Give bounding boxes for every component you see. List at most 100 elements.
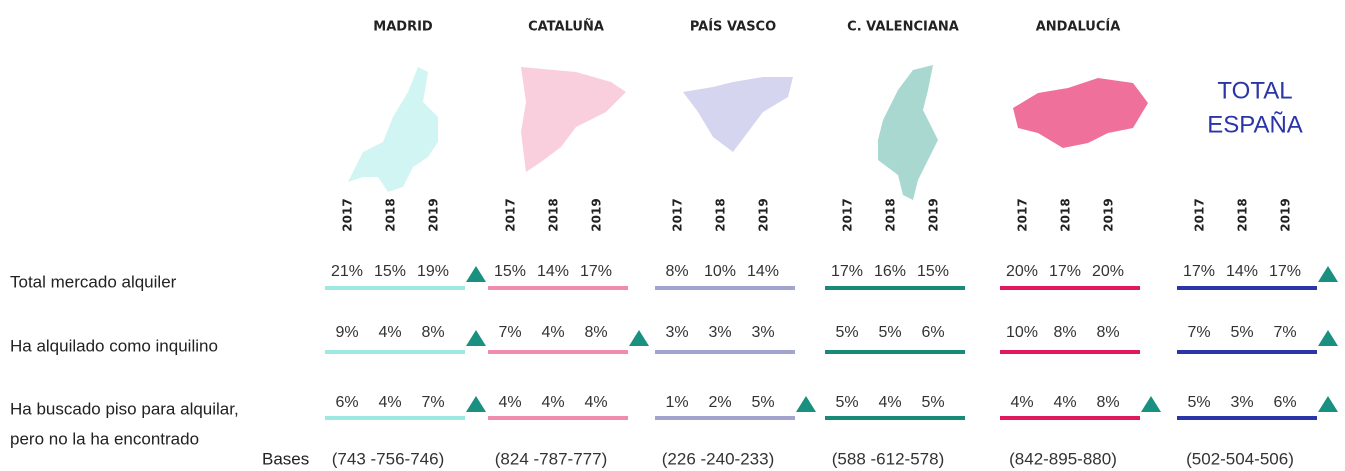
value: 1%	[665, 394, 688, 411]
value: 5%	[1187, 394, 1210, 411]
value: 3%	[665, 324, 688, 341]
underline	[325, 416, 465, 420]
value: 8%	[1053, 324, 1076, 341]
up-arrow	[796, 396, 816, 412]
value: 17%	[1269, 263, 1301, 280]
region-map	[521, 67, 626, 172]
value: 21%	[331, 263, 363, 280]
row-label: pero no la ha encontrado	[10, 429, 199, 448]
region-map	[878, 65, 938, 200]
value: 8%	[665, 263, 688, 280]
underline	[1000, 350, 1140, 354]
value: 20%	[1092, 263, 1124, 280]
year-label: 2017	[841, 198, 855, 231]
value: 5%	[835, 394, 858, 411]
value: 8%	[1096, 394, 1119, 411]
value: 4%	[541, 394, 564, 411]
underline	[1177, 350, 1317, 354]
up-arrow	[629, 330, 649, 346]
region-name: ANDALUCÍA	[1036, 19, 1121, 35]
row-label: Total mercado alquiler	[10, 272, 177, 291]
value: 6%	[921, 324, 944, 341]
underline	[325, 286, 465, 290]
year-label: 2017	[1016, 198, 1030, 231]
year-label: 2019	[1102, 198, 1116, 231]
underline	[488, 416, 628, 420]
year-label: 2017	[341, 198, 355, 231]
underline	[1000, 286, 1140, 290]
value: 2%	[708, 394, 731, 411]
year-label: 2018	[884, 198, 898, 231]
year-label: 2019	[427, 198, 441, 231]
value: 4%	[878, 394, 901, 411]
region-name: PAÍS VASCO	[690, 19, 776, 35]
value: 14%	[747, 263, 779, 280]
value: 15%	[494, 263, 526, 280]
value: 15%	[917, 263, 949, 280]
value: 7%	[498, 324, 521, 341]
value: 19%	[417, 263, 449, 280]
year-label: 2019	[927, 198, 941, 231]
value: 15%	[374, 263, 406, 280]
value: 5%	[751, 394, 774, 411]
value: 5%	[835, 324, 858, 341]
row-label: Ha buscado piso para alquilar,	[10, 399, 239, 418]
value: 9%	[335, 324, 358, 341]
value: 5%	[921, 394, 944, 411]
up-arrow	[466, 396, 486, 412]
value: 10%	[704, 263, 736, 280]
total-title: ESPAÑA	[1207, 111, 1303, 138]
value: 17%	[1049, 263, 1081, 280]
value: 17%	[831, 263, 863, 280]
value: 8%	[584, 324, 607, 341]
value: 7%	[1187, 324, 1210, 341]
value: 20%	[1006, 263, 1038, 280]
value: 16%	[874, 263, 906, 280]
value: 10%	[1006, 324, 1038, 341]
value: 8%	[421, 324, 444, 341]
value: 4%	[584, 394, 607, 411]
value: 3%	[708, 324, 731, 341]
value: 14%	[1226, 263, 1258, 280]
value: 3%	[751, 324, 774, 341]
value: 4%	[378, 394, 401, 411]
total-title: TOTAL	[1217, 77, 1292, 104]
year-label: 2018	[547, 198, 561, 231]
value: 5%	[1230, 324, 1253, 341]
underline	[825, 286, 965, 290]
value: 4%	[541, 324, 564, 341]
row-label: Ha alquilado como inquilino	[10, 336, 218, 355]
year-label: 2018	[1236, 198, 1250, 231]
up-arrow	[1141, 396, 1161, 412]
value: 4%	[1010, 394, 1033, 411]
value: 6%	[335, 394, 358, 411]
underline	[488, 286, 628, 290]
value: 4%	[378, 324, 401, 341]
underline	[1177, 416, 1317, 420]
value: 7%	[1273, 324, 1296, 341]
value: 5%	[878, 324, 901, 341]
up-arrow	[1318, 396, 1338, 412]
region-name: MADRID	[373, 20, 433, 35]
bases-label: Bases	[262, 449, 309, 468]
underline	[655, 416, 795, 420]
bases: (824 -787-777)	[495, 449, 607, 468]
value: 8%	[1096, 324, 1119, 341]
up-arrow	[1318, 266, 1338, 282]
underline	[655, 350, 795, 354]
region-map	[1013, 78, 1148, 148]
value: 7%	[421, 394, 444, 411]
year-label: 2018	[714, 198, 728, 231]
year-label: 2019	[757, 198, 771, 231]
region-name: CATALUÑA	[528, 19, 604, 35]
region-map	[348, 67, 438, 192]
bases: (588 -612-578)	[832, 449, 944, 468]
year-label: 2018	[1059, 198, 1073, 231]
year-label: 2019	[1279, 198, 1293, 231]
value: 4%	[1053, 394, 1076, 411]
value: 17%	[580, 263, 612, 280]
year-label: 2017	[504, 198, 518, 231]
underline	[488, 350, 628, 354]
bases: (743 -756-746)	[332, 449, 444, 468]
